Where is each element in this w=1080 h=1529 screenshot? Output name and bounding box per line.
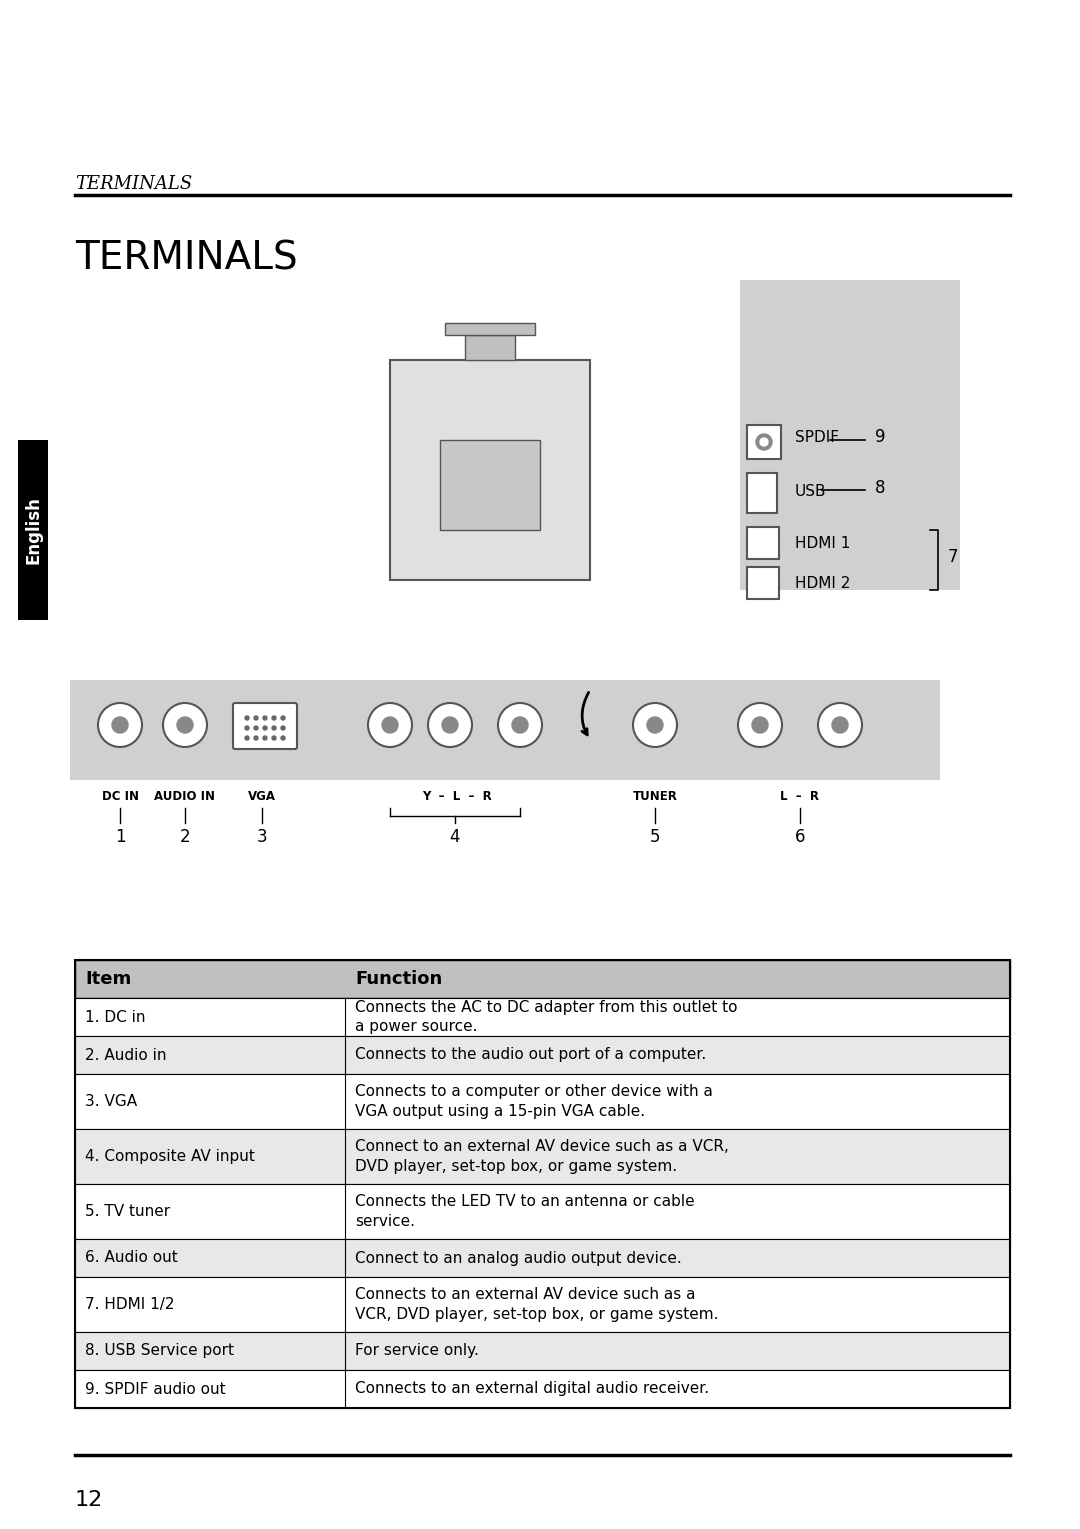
Circle shape [272, 726, 276, 729]
Circle shape [272, 735, 276, 740]
Circle shape [760, 437, 768, 446]
FancyBboxPatch shape [75, 1183, 1010, 1238]
Text: L  –  R: L – R [781, 790, 820, 803]
FancyBboxPatch shape [747, 528, 779, 560]
FancyBboxPatch shape [747, 472, 777, 514]
Text: Function: Function [355, 969, 442, 988]
Circle shape [512, 717, 528, 732]
FancyBboxPatch shape [75, 1073, 1010, 1128]
Circle shape [633, 703, 677, 748]
FancyBboxPatch shape [390, 359, 590, 579]
FancyBboxPatch shape [75, 1128, 1010, 1183]
Text: 1. DC in: 1. DC in [85, 1009, 146, 1024]
Circle shape [264, 726, 267, 729]
Circle shape [272, 716, 276, 720]
Text: 1: 1 [114, 829, 125, 846]
Text: TERMINALS: TERMINALS [75, 240, 298, 278]
FancyBboxPatch shape [70, 680, 940, 780]
Text: 7: 7 [948, 547, 959, 566]
FancyBboxPatch shape [75, 1370, 1010, 1408]
Text: Item: Item [85, 969, 132, 988]
Circle shape [254, 716, 258, 720]
FancyBboxPatch shape [18, 440, 48, 619]
Text: Connects to a computer or other device with a
VGA output using a 15-pin VGA cabl: Connects to a computer or other device w… [355, 1084, 713, 1119]
Text: 8: 8 [875, 479, 886, 497]
Circle shape [738, 703, 782, 748]
Text: Connect to an analog audio output device.: Connect to an analog audio output device… [355, 1251, 681, 1266]
Text: Connects to an external digital audio receiver.: Connects to an external digital audio re… [355, 1382, 710, 1396]
Circle shape [832, 717, 848, 732]
Text: TUNER: TUNER [633, 790, 677, 803]
Circle shape [245, 716, 249, 720]
Circle shape [254, 735, 258, 740]
Circle shape [382, 717, 399, 732]
Circle shape [647, 717, 663, 732]
Circle shape [112, 717, 129, 732]
Text: For service only.: For service only. [355, 1344, 478, 1358]
Circle shape [177, 717, 193, 732]
Text: 7. HDMI 1/2: 7. HDMI 1/2 [85, 1297, 175, 1312]
FancyBboxPatch shape [75, 998, 1010, 1037]
Text: Connects the LED TV to an antenna or cable
service.: Connects the LED TV to an antenna or cab… [355, 1194, 694, 1229]
FancyBboxPatch shape [465, 335, 515, 359]
FancyBboxPatch shape [75, 960, 1010, 998]
Circle shape [245, 735, 249, 740]
Text: 6: 6 [795, 829, 806, 846]
Circle shape [98, 703, 141, 748]
Circle shape [163, 703, 207, 748]
Text: Connects the AC to DC adapter from this outlet to
a power source.: Connects the AC to DC adapter from this … [355, 1000, 738, 1035]
Circle shape [752, 717, 768, 732]
Circle shape [442, 717, 458, 732]
Text: English: English [24, 495, 42, 564]
Text: 12: 12 [75, 1489, 104, 1511]
FancyBboxPatch shape [747, 567, 779, 599]
Text: DC IN: DC IN [102, 790, 138, 803]
Text: 2: 2 [179, 829, 190, 846]
Text: HDMI 1: HDMI 1 [795, 535, 850, 550]
FancyBboxPatch shape [440, 440, 540, 531]
Circle shape [368, 703, 411, 748]
FancyBboxPatch shape [75, 1037, 1010, 1073]
Circle shape [254, 726, 258, 729]
Text: Connects to the audio out port of a computer.: Connects to the audio out port of a comp… [355, 1047, 706, 1063]
Circle shape [281, 716, 285, 720]
Text: 4: 4 [449, 829, 460, 846]
Text: 4. Composite AV input: 4. Composite AV input [85, 1148, 255, 1164]
Text: TERMINALS: TERMINALS [75, 174, 192, 193]
Text: 9. SPDIF audio out: 9. SPDIF audio out [85, 1382, 226, 1396]
Text: USB: USB [795, 485, 826, 500]
FancyBboxPatch shape [233, 703, 297, 749]
Text: 3: 3 [257, 829, 268, 846]
Text: 8. USB Service port: 8. USB Service port [85, 1344, 234, 1358]
Text: Connect to an external AV device such as a VCR,
DVD player, set-top box, or game: Connect to an external AV device such as… [355, 1139, 729, 1174]
Circle shape [264, 716, 267, 720]
FancyBboxPatch shape [75, 1332, 1010, 1370]
Circle shape [498, 703, 542, 748]
FancyBboxPatch shape [747, 425, 781, 459]
Circle shape [428, 703, 472, 748]
FancyBboxPatch shape [75, 1238, 1010, 1277]
Text: Connects to an external AV device such as a
VCR, DVD player, set-top box, or gam: Connects to an external AV device such a… [355, 1287, 718, 1323]
Text: Y  –  L  –  R: Y – L – R [422, 790, 491, 803]
Text: 5. TV tuner: 5. TV tuner [85, 1203, 171, 1219]
Circle shape [245, 726, 249, 729]
Circle shape [281, 735, 285, 740]
FancyBboxPatch shape [740, 280, 960, 590]
Text: SPDIF: SPDIF [795, 430, 839, 445]
Text: 3. VGA: 3. VGA [85, 1095, 137, 1109]
Text: 6. Audio out: 6. Audio out [85, 1251, 178, 1266]
Text: HDMI 2: HDMI 2 [795, 575, 850, 590]
FancyBboxPatch shape [445, 323, 535, 335]
Circle shape [818, 703, 862, 748]
Text: 5: 5 [650, 829, 660, 846]
Text: 2. Audio in: 2. Audio in [85, 1047, 166, 1063]
Circle shape [264, 735, 267, 740]
FancyBboxPatch shape [75, 1277, 1010, 1332]
Circle shape [756, 434, 772, 450]
Circle shape [281, 726, 285, 729]
Text: 9: 9 [875, 428, 886, 446]
Text: VGA: VGA [248, 790, 276, 803]
Text: AUDIO IN: AUDIO IN [154, 790, 216, 803]
